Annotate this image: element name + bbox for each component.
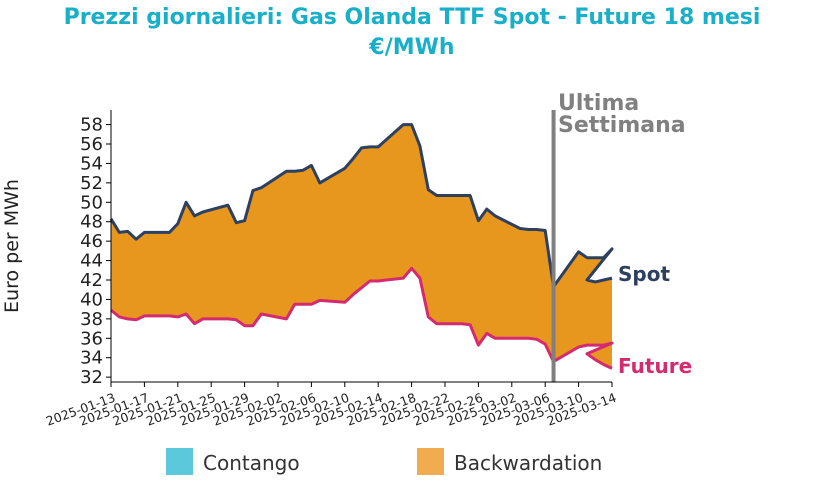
y-axis-label: Euro per MWh [1, 179, 23, 313]
y-tick-label: 58 [80, 115, 103, 136]
legend-label-backwardation: Backwardation [454, 451, 602, 475]
last-week-label-line2: Settimana [558, 113, 686, 138]
y-tick-label: 54 [80, 153, 103, 174]
spot-series-label: Spot [618, 262, 670, 286]
legend-swatch-contango [166, 448, 193, 475]
y-tick-label: 46 [80, 231, 103, 252]
chart-title: Prezzi giornalieri: Gas Olanda TTF Spot … [64, 5, 761, 30]
future-line [110, 266, 614, 370]
y-tick-label: 48 [80, 212, 103, 233]
future-series-label: Future [618, 354, 692, 378]
spot-line [109, 123, 614, 289]
legend-swatch-backwardation [417, 448, 444, 475]
last-week-label-line1: Ultima [558, 91, 639, 116]
y-tick-label: 42 [80, 270, 103, 291]
y-tick-label: 50 [80, 192, 103, 213]
y-tick-label: 32 [80, 367, 103, 388]
backwardation-area [111, 124, 612, 369]
chart-subtitle: €/MWh [368, 35, 454, 60]
y-tick-label: 34 [80, 348, 103, 369]
y-tick-label: 44 [80, 251, 103, 272]
y-tick-label: 40 [80, 289, 103, 310]
y-tick-label: 38 [80, 309, 103, 330]
legend-label-contango: Contango [203, 451, 300, 475]
y-tick-label: 36 [80, 328, 103, 349]
y-tick-label: 52 [80, 173, 103, 194]
y-tick-label: 56 [80, 134, 103, 155]
plot-area: 32343638404244464850525456582025-01-1320… [44, 110, 618, 429]
